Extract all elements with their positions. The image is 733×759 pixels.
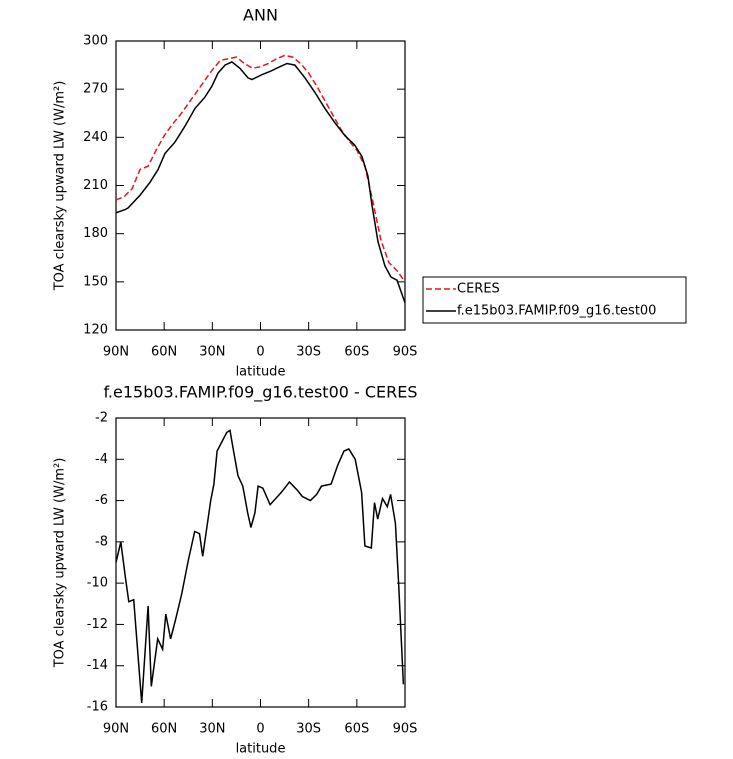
y-axis-label: TOA clearsky upward LW (W/m²) [53, 458, 68, 669]
x-tick-label: 90N [103, 345, 129, 360]
plot-frame [115, 417, 406, 708]
x-tick-label: 30N [199, 722, 225, 737]
chart-title: ANN [243, 6, 278, 25]
series-line [115, 61, 406, 303]
y-tick-label: 210 [83, 178, 108, 193]
chart-title: f.e15b03.FAMIP.f09_g16.test00 - CERES [103, 383, 417, 403]
legend-label: CERES [457, 282, 500, 297]
x-tick-label: 0 [256, 722, 264, 737]
x-axis-label: latitude [236, 365, 286, 380]
y-tick-label: 150 [83, 274, 108, 289]
x-axis-label: latitude [236, 742, 286, 757]
legend-label: f.e15b03.FAMIP.f09_g16.test00 [457, 304, 656, 319]
series-line [115, 429, 405, 703]
y-tick-label: -12 [87, 617, 108, 632]
legend-box [422, 276, 687, 324]
y-tick-label: -4 [95, 452, 108, 467]
x-tick-label: 60S [344, 722, 369, 737]
y-tick-label: -10 [87, 576, 108, 591]
x-tick-label: 90N [103, 722, 129, 737]
x-tick-label: 60N [151, 722, 177, 737]
y-tick-label: 180 [83, 226, 108, 241]
y-tick-label: 300 [83, 34, 108, 49]
y-tick-label: -16 [87, 700, 108, 715]
y-tick-label: -8 [95, 534, 108, 549]
x-tick-label: 30S [296, 722, 321, 737]
y-tick-label: 240 [83, 130, 108, 145]
x-tick-label: 90S [393, 722, 418, 737]
x-tick-label: 90S [393, 345, 418, 360]
y-axis-label: TOA clearsky upward LW (W/m²) [53, 81, 68, 292]
x-tick-label: 60N [151, 345, 177, 360]
x-tick-label: 30S [296, 345, 321, 360]
series-line [115, 54, 406, 283]
y-tick-label: 270 [83, 82, 108, 97]
y-tick-label: -14 [87, 658, 108, 673]
plot-frame [115, 40, 406, 331]
x-tick-label: 30N [199, 345, 225, 360]
x-tick-label: 60S [344, 345, 369, 360]
x-tick-label: 0 [256, 345, 264, 360]
y-tick-label: 120 [83, 323, 108, 338]
y-tick-label: -2 [95, 411, 108, 426]
y-tick-label: -6 [95, 493, 108, 508]
